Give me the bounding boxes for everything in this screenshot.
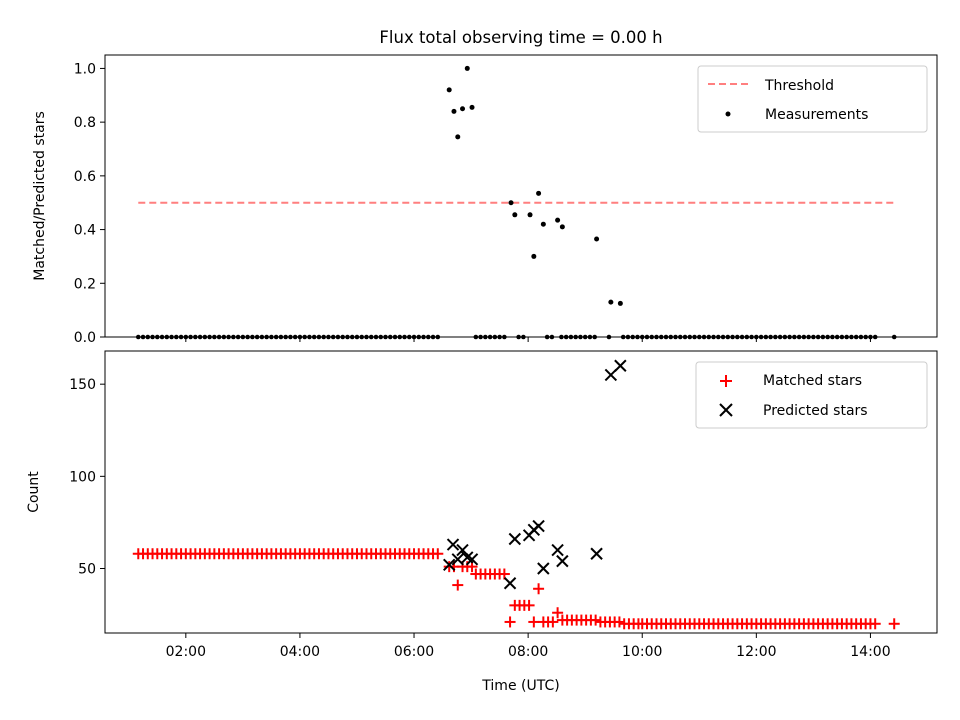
- predicted-star-point: [456, 543, 469, 557]
- legend-matched-label: Matched stars: [763, 373, 862, 389]
- x-tick-label: 06:00: [394, 644, 434, 660]
- top-y-ticks: 0.0 0.2 0.4 0.6 0.8 1.0: [74, 61, 105, 346]
- y-tick-label: 0.0: [74, 330, 96, 346]
- predicted-star-point: [508, 532, 522, 546]
- top-legend-box: [697, 65, 928, 133]
- legend-matched-swatch: [720, 375, 732, 387]
- predicted-star-point: [556, 554, 569, 568]
- predicted-star-point: [532, 519, 545, 533]
- matched-star-point: [590, 614, 602, 626]
- chart-title: Flux total observing time = 0.00 h: [379, 28, 662, 47]
- predicted-star-point: [590, 547, 603, 560]
- measurement-point: [460, 106, 466, 112]
- y-tick-label: 0.8: [74, 115, 96, 131]
- y-tick-label: 50: [78, 561, 96, 577]
- top-y-axis-label: Matched/Predicted stars: [32, 111, 48, 281]
- predicted-star-point: [446, 538, 460, 551]
- legend-measurements-swatch: [725, 111, 731, 117]
- bottom-y-axis-label: Count: [26, 471, 42, 513]
- measurement-point: [508, 200, 514, 206]
- x-tick-label: 02:00: [166, 644, 206, 660]
- measurement-point: [540, 221, 546, 227]
- y-tick-label: 0.4: [74, 223, 96, 239]
- predicted-stars-layer: [443, 359, 627, 590]
- bottom-y-ticks: 50 100 150: [69, 377, 105, 577]
- y-tick-label: 0.2: [74, 276, 96, 292]
- measurement-point: [594, 236, 600, 242]
- matched-star-point: [528, 616, 540, 628]
- measurement-point: [608, 299, 614, 305]
- measurement-point: [531, 253, 537, 259]
- measurement-point: [464, 65, 470, 71]
- matched-star-point: [552, 607, 564, 619]
- measurement-point: [527, 212, 533, 218]
- matched-star-point: [452, 579, 464, 591]
- x-tick-label: 04:00: [280, 644, 320, 660]
- measurement-point: [617, 300, 623, 306]
- x-tick-label: 08:00: [508, 644, 548, 660]
- bottom-legend: Matched stars Predicted stars: [695, 361, 928, 429]
- predicted-star-point: [443, 558, 456, 572]
- legend-predicted-swatch: [719, 403, 733, 417]
- measurement-point: [455, 134, 461, 140]
- measurement-point: [559, 224, 565, 230]
- bottom-x-ticks: 02:00 04:00 06:00 08:00 10:00 12:00 14:00: [166, 633, 891, 660]
- measurement-point: [555, 217, 561, 223]
- predicted-star-point: [614, 359, 627, 372]
- bottom-legend-box: [695, 361, 928, 429]
- top-x-ticks: [185, 337, 871, 342]
- y-tick-label: 100: [69, 469, 96, 485]
- y-tick-label: 1.0: [74, 61, 96, 77]
- predicted-star-point: [551, 543, 564, 557]
- matched-star-point: [547, 616, 559, 628]
- measurement-point: [469, 104, 475, 110]
- matched-star-point: [613, 616, 625, 628]
- matched-star-point: [504, 616, 516, 628]
- predicted-star-point: [451, 553, 464, 566]
- measurement-point: [446, 87, 452, 93]
- legend-predicted-label: Predicted stars: [763, 403, 868, 419]
- x-tick-label: 12:00: [736, 644, 776, 660]
- matched-star-point: [869, 618, 881, 630]
- matched-stars-layer: [132, 548, 900, 630]
- x-tick-label: 10:00: [622, 644, 662, 660]
- y-tick-label: 0.6: [74, 169, 96, 185]
- matched-star-point: [888, 618, 900, 630]
- measurement-point: [451, 108, 457, 114]
- x-axis-label: Time (UTC): [481, 678, 559, 694]
- matched-star-point: [498, 568, 510, 580]
- bottom-axes-frame: [104, 350, 938, 634]
- matched-star-point: [533, 583, 545, 595]
- matched-star-point: [523, 599, 535, 611]
- predicted-star-point: [604, 368, 618, 382]
- measurement-point: [512, 212, 518, 218]
- y-tick-label: 150: [69, 377, 96, 393]
- x-tick-label: 14:00: [850, 644, 890, 660]
- top-panel: 0.0 0.2 0.4 0.6 0.8 1.0 Matched/Predicted sta…: [32, 54, 938, 346]
- top-legend: Threshold Measurements: [697, 65, 928, 133]
- predicted-star-point: [503, 577, 517, 590]
- legend-threshold-label: Threshold: [764, 78, 834, 94]
- legend-measurements-label: Measurements: [765, 107, 868, 123]
- measurement-point: [536, 190, 542, 196]
- matched-star-point: [432, 548, 444, 560]
- top-axes-frame: [104, 54, 938, 338]
- predicted-star-point: [537, 562, 550, 575]
- predicted-star-point: [465, 553, 479, 566]
- bottom-panel: 50 100 150 02:00 04:00 06:00 08:00 10:00 12:00 1…: [26, 350, 938, 694]
